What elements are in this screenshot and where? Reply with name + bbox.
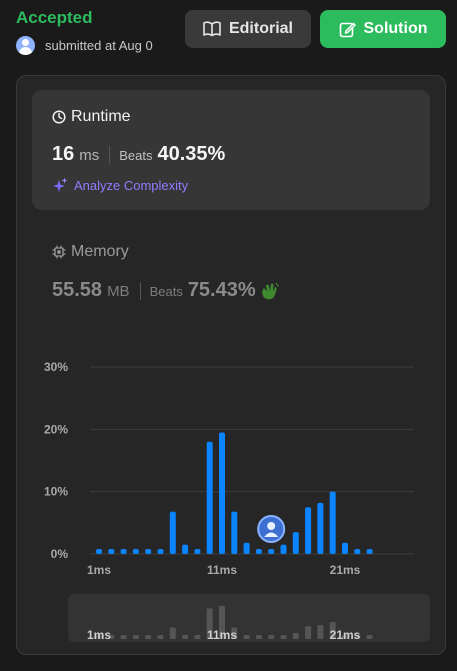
mini-chart-bar [219,605,225,639]
chart-bar[interactable] [292,532,299,554]
user-position-marker[interactable] [257,515,286,544]
chart-bar[interactable] [268,549,275,554]
mini-chart-bar [366,635,373,639]
mini-x-tick-label: 1ms [87,628,111,642]
mini-chart: 1ms 11ms 21ms [87,605,373,642]
x-tick-label: 1ms [87,563,111,577]
mini-chart-bar [342,635,348,639]
chart-bar[interactable] [96,549,102,554]
mini-chart-bar [120,635,127,639]
chart-bar[interactable] [169,511,176,554]
memory-unit: MB [107,283,130,300]
runtime-value: 16 ms Beats 40.35% [52,143,225,166]
memory-title-label: Memory [71,243,129,260]
editorial-label: Editorial [228,20,293,37]
runtime-title-label: Runtime [71,108,131,125]
solution-label: Solution [363,20,428,37]
chart-bar[interactable] [120,549,127,554]
chart-bar[interactable] [145,549,152,554]
analyze-complexity-link[interactable]: Analyze Complexity [52,177,188,193]
chart-bar[interactable] [108,549,115,554]
clapping-hands-icon [261,282,279,299]
mini-chart-bar [206,608,213,639]
clock-icon [52,110,66,124]
memory-beats-label: Beats [149,284,183,299]
memory-beats-value: 75.43% [187,279,256,301]
mini-chart-bar [157,635,164,639]
mini-chart-bar [145,635,152,639]
book-icon [203,21,221,37]
solution-button[interactable]: Solution [320,10,446,48]
chart-bar[interactable] [194,549,201,554]
runtime-unit: ms [79,147,100,164]
chart-bar[interactable] [255,549,262,554]
memory-number: 55.58 [52,279,103,301]
y-tick-label: 0% [51,547,69,561]
memory-tab[interactable]: Memory [52,243,129,261]
x-tick-label: 21ms [330,563,361,577]
runtime-beats-value: 40.35% [157,143,226,165]
mini-chart-bar [132,635,139,639]
chart-bar[interactable] [132,549,139,554]
mini-chart-bar [354,635,361,639]
mini-chart-bar [305,626,312,639]
editorial-button[interactable]: Editorial [185,10,311,48]
chart-bar[interactable] [329,491,336,554]
chart-bar[interactable] [182,544,189,554]
chart-bar[interactable] [366,549,373,554]
avatar[interactable] [16,36,35,55]
mini-chart-bar [169,627,176,639]
mini-chart-bar [280,635,287,639]
divider [109,145,111,164]
runtime-beats-label: Beats [119,148,153,163]
mini-chart-bar [108,635,115,639]
chart-bar[interactable] [157,549,164,554]
analyze-complexity-label: Analyze Complexity [74,177,189,193]
divider [139,281,141,300]
submitted-time: submitted at Aug 0 [45,38,153,53]
chart-bar[interactable] [243,542,250,554]
chart-bar[interactable] [342,542,348,554]
chart-range-navigator[interactable]: 1ms 11ms 21ms [68,594,430,642]
chart-bar[interactable] [305,507,312,554]
mini-chart-bar [329,622,336,639]
mini-chart-bar [96,635,102,639]
chart-bar[interactable] [317,502,324,554]
mini-chart-bar [194,635,201,639]
mini-chart-bar [292,633,299,639]
mini-chart-bar [255,635,262,639]
chart-bar[interactable] [219,432,225,554]
x-tick-label: 11ms [207,563,237,577]
memory-value: 55.58 MB Beats 75.43% [52,279,280,302]
mini-chart-bar [182,635,189,639]
sparkle-icon [53,177,68,192]
status-accepted: Accepted [16,8,93,27]
mini-x-tick-label: 11ms [207,628,237,642]
chip-icon [52,245,66,259]
runtime-number: 16 [52,143,75,165]
edit-icon [339,22,356,37]
mini-chart-bar [268,635,275,639]
mini-chart-bar [243,635,250,639]
y-tick-label: 20% [44,422,68,436]
y-tick-label: 30% [44,360,68,374]
chart-bar[interactable] [354,549,361,554]
y-tick-label: 10% [44,485,68,499]
runtime-distribution-chart: 30% 20% 10% 0% 1ms 11ms 21ms [44,360,414,577]
mini-chart-bar [231,627,238,639]
chart-bar[interactable] [231,511,238,554]
chart-bar[interactable] [206,441,213,554]
mini-chart-bar [317,625,324,639]
runtime-card[interactable] [32,90,430,210]
mini-x-tick-label: 21ms [330,628,361,642]
runtime-title: Runtime [52,108,131,126]
chart-bar[interactable] [280,544,287,554]
